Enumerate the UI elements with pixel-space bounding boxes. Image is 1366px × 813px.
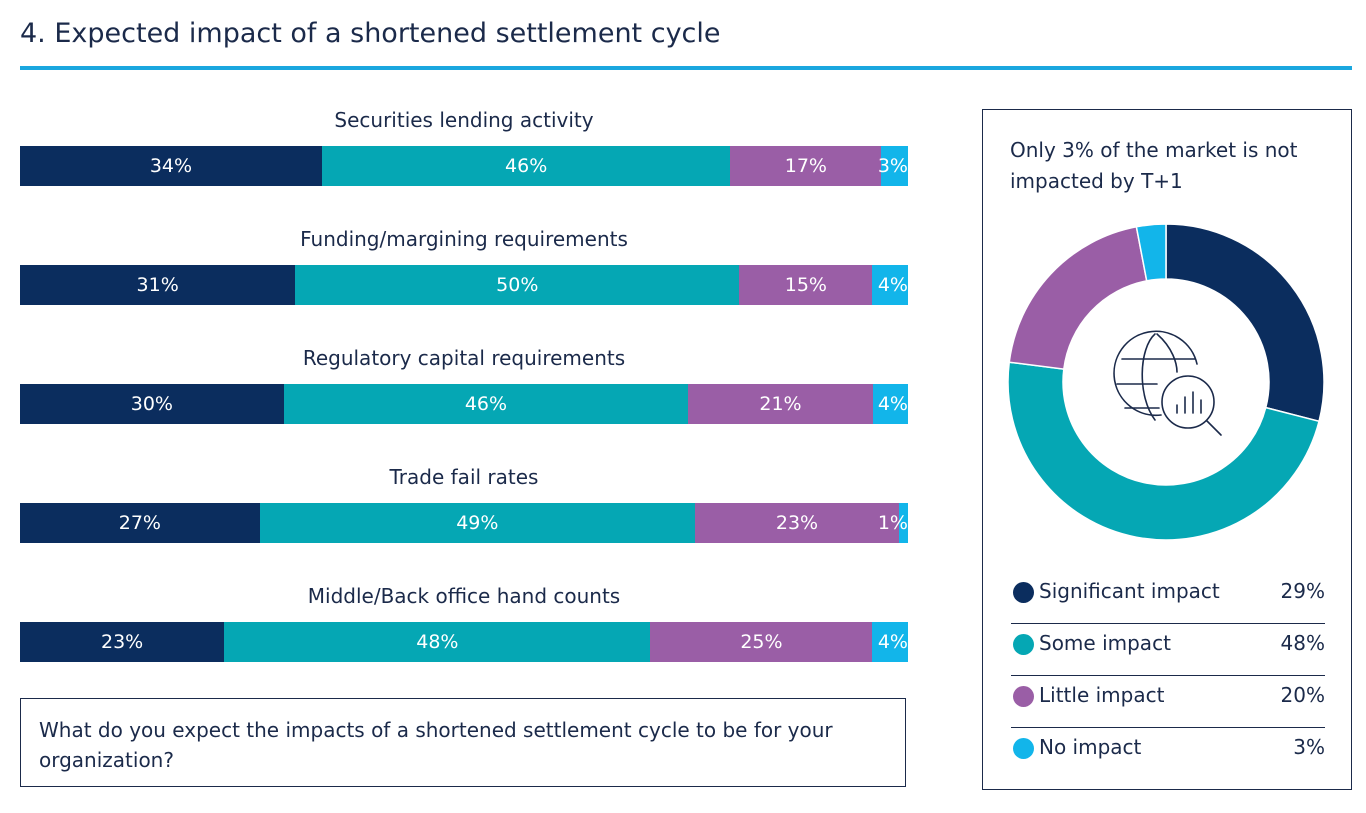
bar-segment: 31% (20, 265, 296, 305)
survey-question-box: What do you expect the impacts of a shor… (20, 698, 906, 787)
data-label: 1% (877, 512, 908, 534)
bar-segment: 30% (20, 384, 284, 424)
data-label: 4% (877, 393, 908, 415)
bar-segment: 4% (872, 384, 908, 424)
summary-panel: Only 3% of the market is not impacted by… (982, 109, 1352, 790)
stacked-bar: 34% 46% 17% 3% (20, 146, 908, 186)
bar-segment: 15% (739, 265, 873, 305)
legend-swatch (1013, 634, 1034, 655)
bar-segment: 4% (872, 622, 908, 662)
data-label: 48% (416, 631, 459, 653)
bar-segment: 50% (295, 265, 740, 305)
globe-chart-magnifier-icon (1113, 330, 1222, 436)
page-title: 4. Expected impact of a shortened settle… (20, 18, 721, 49)
legend-item: No impact 3% (1011, 728, 1325, 779)
donut-chart-title: Only 3% of the market is not impacted by… (1010, 138, 1298, 193)
legend-value: 48% (1280, 631, 1325, 655)
data-label: 46% (505, 155, 548, 177)
data-label: 30% (130, 393, 173, 415)
legend-item: Significant impact 29% (1011, 572, 1325, 624)
data-label: 15% (784, 274, 827, 296)
legend-swatch (1013, 686, 1034, 707)
legend-value: 20% (1280, 683, 1325, 707)
title-divider (20, 66, 1352, 70)
data-label: 23% (101, 631, 144, 653)
stacked-bar: 27% 49% 23% 1% (20, 503, 908, 543)
bar-segment: 21% (688, 384, 873, 424)
donut-slice (1008, 225, 1148, 370)
stacked-bar: 31% 50% 15% 4% (20, 265, 908, 305)
stacked-bar: 30% 46% 21% 4% (20, 384, 908, 424)
data-label: 17% (784, 155, 827, 177)
data-label: 31% (136, 274, 179, 296)
legend-swatch (1013, 582, 1034, 603)
bar-segment: 49% (259, 503, 695, 543)
donut-slice (1165, 223, 1325, 423)
legend-item: Some impact 48% (1011, 624, 1325, 676)
data-label: 50% (496, 274, 539, 296)
donut-legend: Significant impact 29% Some impact 48% Littl… (1011, 572, 1325, 779)
stacked-bar: 23% 48% 25% 4% (20, 622, 908, 662)
data-label: 3% (877, 155, 908, 177)
data-label: 4% (877, 631, 908, 653)
donut-chart (1007, 223, 1325, 541)
data-label: 27% (118, 512, 161, 534)
donut-slice (1007, 361, 1320, 541)
bar-segment: 23% (694, 503, 900, 543)
legend-label: No impact (1039, 735, 1142, 759)
bar-segment: 27% (20, 503, 260, 543)
bar-segment: 23% (20, 622, 225, 662)
data-label: 46% (464, 393, 508, 415)
survey-question: What do you expect the impacts of a shor… (39, 718, 833, 772)
legend-value: 29% (1280, 579, 1325, 603)
legend-label: Some impact (1039, 631, 1171, 655)
category-label: Securities lending activity (334, 108, 594, 132)
legend-swatch (1013, 738, 1034, 759)
data-label: 34% (149, 155, 193, 177)
data-label: 25% (740, 631, 783, 653)
bar-segment: 34% (20, 146, 322, 186)
bar-segment: 46% (283, 384, 689, 424)
category-label: Regulatory capital requirements (302, 346, 626, 370)
category-label: Middle/Back office hand counts (307, 584, 621, 608)
bar-segment: 4% (872, 265, 908, 305)
bar-segment: 1% (878, 503, 908, 543)
bar-segment: 25% (650, 622, 873, 662)
data-label: 49% (456, 512, 499, 534)
legend-item: Little impact 20% (1011, 676, 1325, 728)
data-label: 23% (775, 512, 819, 534)
category-label: Funding/margining requirements (300, 227, 628, 251)
data-label: 21% (759, 393, 802, 415)
bar-segment: 17% (730, 146, 882, 186)
category-label: Trade fail rates (389, 465, 539, 489)
bar-segment: 46% (321, 146, 731, 186)
legend-label: Little impact (1039, 683, 1165, 707)
legend-value: 3% (1293, 735, 1325, 759)
bar-segment: 48% (224, 622, 651, 662)
bar-segment: 3% (877, 146, 908, 186)
legend-label: Significant impact (1039, 579, 1220, 603)
donut-slice (1135, 223, 1167, 282)
data-label: 4% (877, 274, 908, 296)
